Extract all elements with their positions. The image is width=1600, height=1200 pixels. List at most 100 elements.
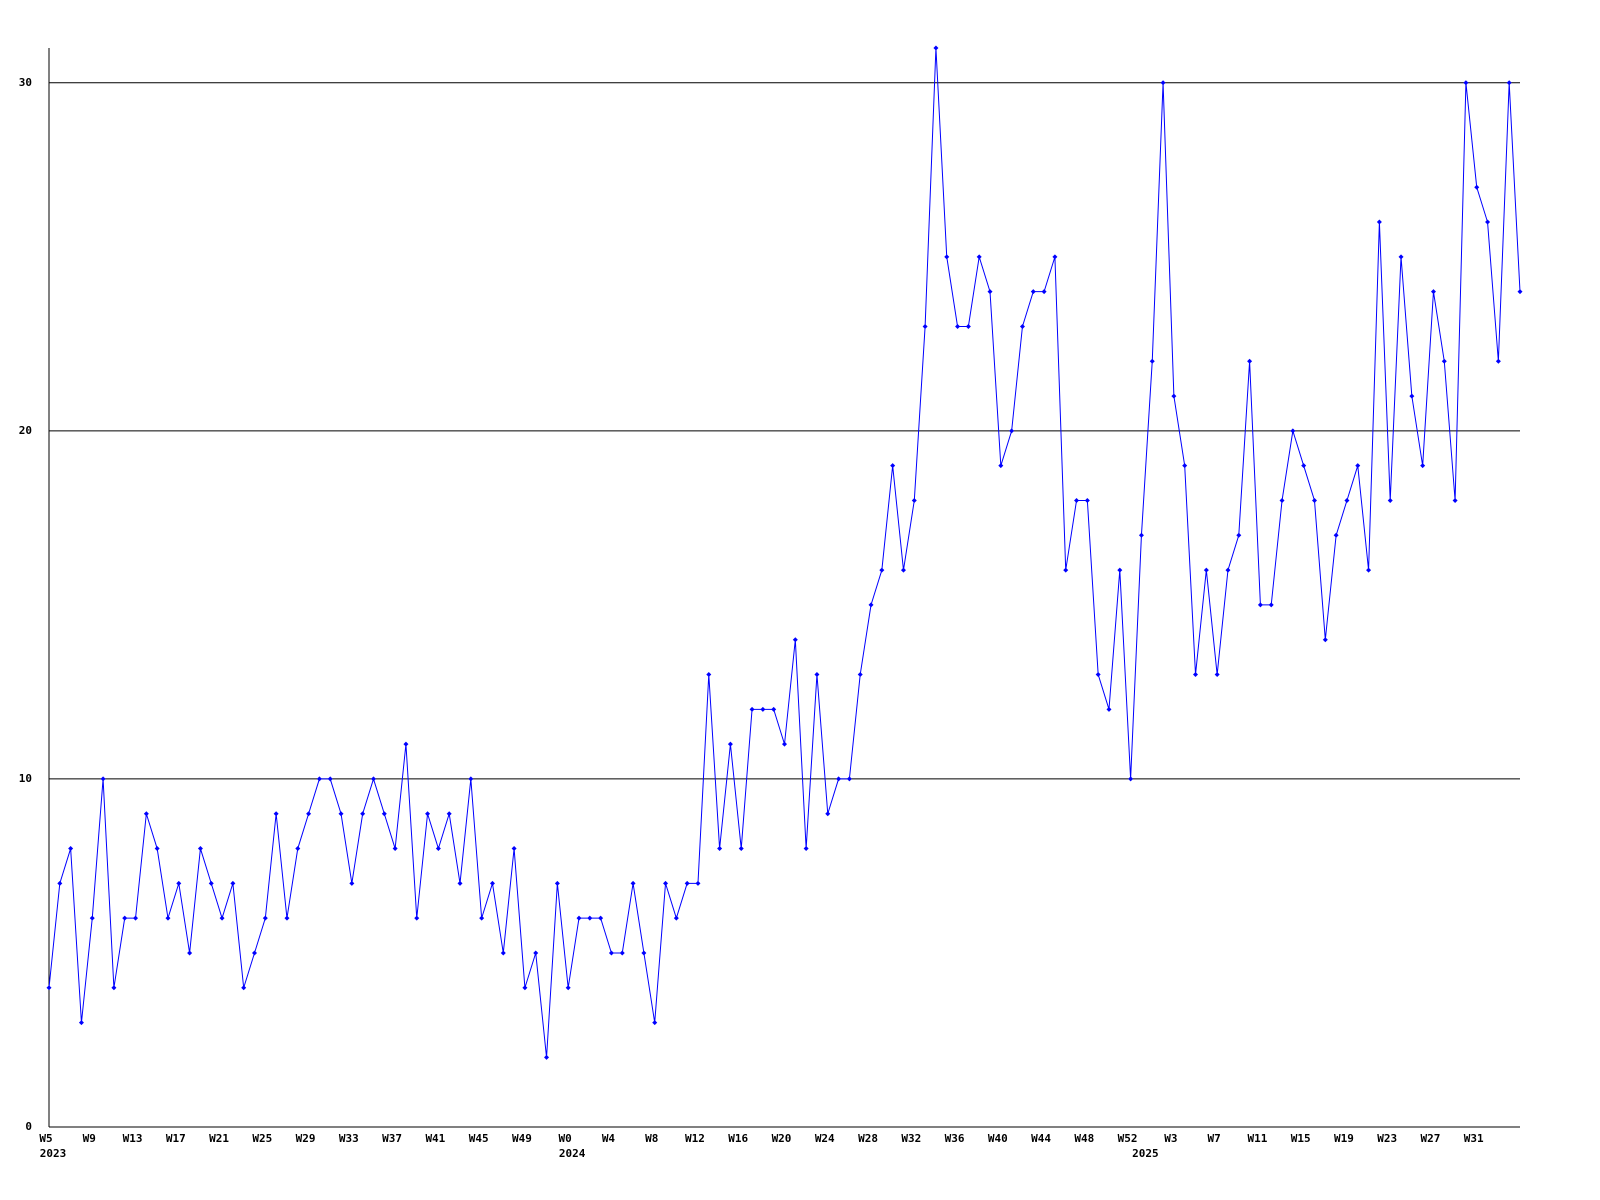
point-marker [619,950,625,956]
point-marker [306,811,312,817]
point-marker [1225,567,1231,573]
x-tick-label: W7 [1208,1132,1221,1145]
point-marker [1236,532,1242,538]
point-marker [284,915,290,921]
point-marker [133,915,139,921]
point-marker [1063,567,1069,573]
point-marker [273,811,279,817]
point-marker [663,880,669,886]
x-tick-label: W24 [815,1132,835,1145]
x-tick-label: W12 [685,1132,705,1145]
point-marker [111,985,117,991]
point-marker [479,915,485,921]
point-marker [1149,358,1155,364]
point-marker [857,672,863,678]
point-marker [836,776,842,782]
point-marker [652,1020,658,1026]
point-marker [1420,463,1426,469]
point-marker [403,741,409,747]
point-marker [1214,672,1220,678]
point-marker [122,915,128,921]
x-tick-label: W17 [166,1132,186,1145]
series-line [48,47,1521,1058]
point-marker [879,567,885,573]
point-marker [89,915,95,921]
point-marker [1160,80,1166,86]
point-marker [933,45,939,51]
point-marker [1203,567,1209,573]
point-marker [78,1020,84,1026]
x-tick-label: W37 [382,1132,402,1145]
point-marker [1506,80,1512,86]
point-marker [154,846,160,852]
x-tick-label: W13 [123,1132,143,1145]
point-marker [965,323,971,329]
point-marker [262,915,268,921]
point-marker [392,846,398,852]
x-tick-label: W3 [1164,1132,1177,1145]
y-tick-label: 10 [19,772,32,785]
point-marker [565,985,571,991]
point-marker [868,602,874,608]
point-marker [500,950,506,956]
x-tick-label: W29 [296,1132,316,1145]
x-tick-label: W23 [1377,1132,1397,1145]
point-marker [944,254,950,260]
point-marker [749,706,755,712]
point-marker [1387,497,1393,503]
point-marker [576,915,582,921]
point-marker [976,254,982,260]
x-tick-label: W32 [901,1132,921,1145]
x-year-label: 2025 [1132,1147,1159,1160]
y-tick-label: 20 [19,424,32,437]
x-tick-label: W25 [252,1132,272,1145]
x-tick-label: W21 [209,1132,229,1145]
x-tick-label: W11 [1247,1132,1267,1145]
x-tick-label: W15 [1291,1132,1311,1145]
point-marker [338,811,344,817]
x-tick-label: W4 [602,1132,616,1145]
point-marker [900,567,906,573]
point-marker [544,1054,550,1060]
point-marker [782,741,787,747]
point-marker [1485,219,1491,225]
point-marker [1495,358,1501,364]
x-tick-label: W9 [83,1132,96,1145]
point-marker [457,880,463,886]
point-marker [1430,289,1436,295]
x-tick-label: W16 [728,1132,748,1145]
point-marker [1095,672,1101,678]
point-marker [252,950,258,956]
point-marker [425,811,431,817]
x-tick-label: W41 [425,1132,445,1145]
point-marker [57,880,63,886]
point-marker [1193,672,1199,678]
point-marker [641,950,647,956]
point-marker [890,463,896,469]
point-marker [630,880,636,886]
point-marker [1311,497,1317,503]
point-marker [1376,219,1382,225]
point-marker [1366,567,1372,573]
point-marker [608,950,614,956]
point-marker [197,846,203,852]
point-marker [1128,776,1134,782]
point-marker [176,880,182,886]
point-marker [987,289,993,295]
point-marker [165,915,171,921]
point-marker [1517,289,1523,295]
point-marker [760,706,766,712]
point-marker [803,846,809,852]
point-marker [414,915,420,921]
point-marker [522,985,528,991]
point-marker [1138,532,1144,538]
point-marker [381,811,387,817]
x-tick-label: W49 [512,1132,532,1145]
x-tick-label: W5 [39,1132,52,1145]
point-marker [911,497,917,503]
point-marker [554,880,560,886]
point-marker [587,915,593,921]
x-year-label: 2024 [559,1147,586,1160]
point-marker [1409,393,1415,399]
